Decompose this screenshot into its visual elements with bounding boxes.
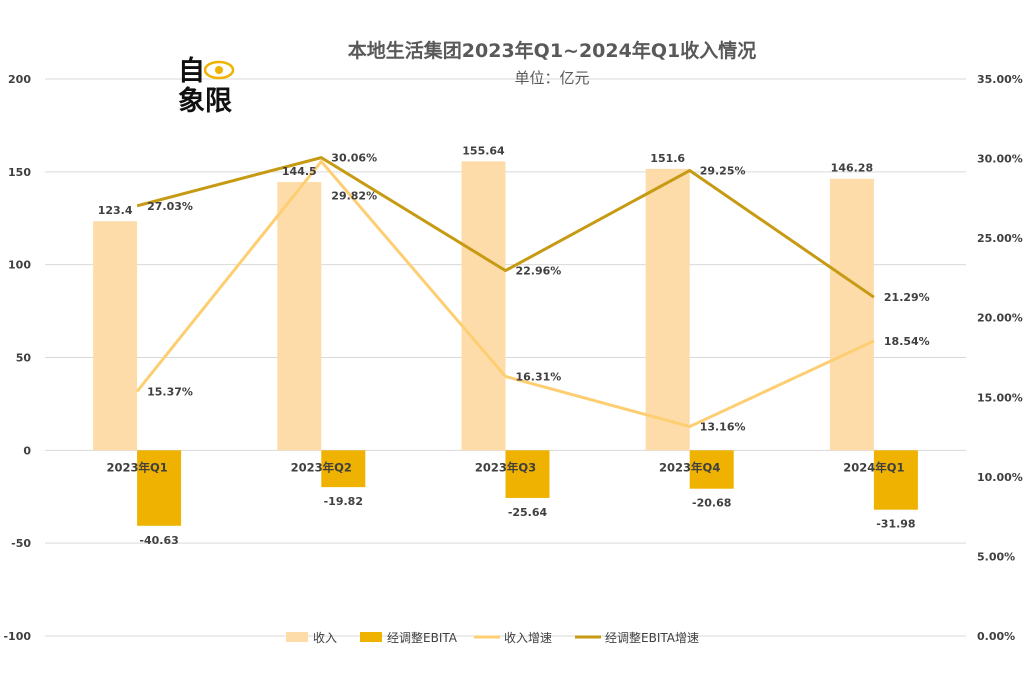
bar-ebita — [321, 450, 366, 488]
data-label-ebita-growth: 29.25% — [700, 165, 746, 178]
bar-revenue — [829, 178, 874, 451]
data-label-ebita: -40.63 — [139, 534, 178, 547]
y2-tick-label: 0.00% — [977, 630, 1015, 643]
data-label-revenue-growth: 16.31% — [516, 370, 562, 383]
legend-label: 经调整EBITA — [387, 630, 458, 645]
y2-tick-label: 25.00% — [977, 232, 1023, 245]
y-tick-label: 200 — [8, 73, 31, 86]
x-tick-label: 2023年Q2 — [291, 460, 352, 474]
axes: 200 150 100 50 0 -50 -100 35.00% 30.00% 25.00% 20.… — [3, 73, 1022, 643]
y2-tick-label: 35.00% — [977, 73, 1023, 86]
data-label-revenue-growth: 18.54% — [884, 335, 930, 348]
data-label-revenue-growth: 13.16% — [700, 421, 746, 434]
bar-revenue — [93, 221, 138, 451]
bar-ebita — [873, 450, 918, 510]
data-label-revenue: 146.28 — [831, 162, 873, 175]
chart-title: 本地生活集团2023年Q1~2024年Q1收入情况 — [348, 39, 756, 62]
data-label-ebita-growth: 21.29% — [884, 291, 930, 304]
eye-icon — [203, 60, 235, 80]
logo: 自 象限 — [178, 55, 235, 117]
data-label-ebita-growth: 27.03% — [147, 200, 193, 213]
data-label-ebita: -31.98 — [876, 518, 915, 531]
data-label-ebita: -25.64 — [508, 506, 548, 519]
bar-revenue — [277, 182, 322, 451]
line-revenue-growth — [135, 159, 875, 429]
bar-revenue — [645, 168, 690, 451]
data-label-revenue-growth: 15.37% — [147, 385, 193, 398]
data-label-ebita-growth: 22.96% — [516, 265, 562, 278]
data-label-revenue-growth: 29.82% — [331, 189, 377, 202]
y2-tick-label: 10.00% — [977, 471, 1023, 484]
bar-ebita — [505, 450, 550, 498]
legend-swatch — [286, 632, 308, 642]
data-label-ebita: -19.82 — [324, 495, 363, 508]
data-label-revenue: 155.64 — [462, 144, 505, 157]
logo-text-bottom: 象限 — [178, 85, 232, 117]
x-tick-label: 2024年Q1 — [843, 460, 904, 474]
x-tick-label: 2023年Q4 — [659, 460, 720, 474]
data-label-revenue: 151.6 — [650, 152, 685, 165]
y-tick-label: -50 — [11, 537, 31, 550]
chart-subtitle: 单位：亿元 — [514, 69, 589, 87]
y-tick-label: -100 — [3, 630, 31, 643]
y-tick-label: 0 — [23, 444, 31, 457]
y-tick-label: 50 — [16, 352, 32, 365]
data-label-revenue: 123.4 — [98, 204, 133, 217]
line-ebita-growth — [136, 156, 875, 299]
x-tick-label: 2023年Q1 — [106, 460, 167, 474]
bar-ebita — [689, 450, 734, 489]
data-labels: 123.4 144.5 155.64 151.6 146.28 -40.63 -19.82 -… — [98, 144, 930, 546]
data-label-ebita: -20.68 — [692, 497, 731, 510]
data-label-revenue: 144.5 — [282, 165, 317, 178]
legend-swatch — [360, 632, 382, 642]
y2-tick-label: 30.00% — [977, 153, 1023, 166]
legend-label: 收入增速 — [504, 631, 552, 645]
logo-text-top: 自 — [178, 55, 205, 87]
legend-label: 经调整EBITA增速 — [605, 630, 699, 645]
y-tick-label: 100 — [8, 259, 31, 272]
bar-ebita — [137, 450, 182, 526]
data-label-ebita-growth: 30.06% — [331, 152, 377, 165]
legend-label: 收入 — [313, 631, 337, 645]
y2-tick-label: 20.00% — [977, 312, 1023, 325]
series-lines — [135, 156, 875, 429]
y-tick-label: 150 — [8, 166, 31, 179]
y2-tick-label: 5.00% — [977, 550, 1015, 563]
legend: 收入 经调整EBITA 收入增速 经调整EBITA增速 — [286, 630, 699, 645]
x-tick-label: 2023年Q3 — [475, 460, 536, 474]
y2-tick-label: 15.00% — [977, 391, 1023, 404]
bar-revenue — [461, 161, 506, 451]
bars — [93, 161, 918, 526]
